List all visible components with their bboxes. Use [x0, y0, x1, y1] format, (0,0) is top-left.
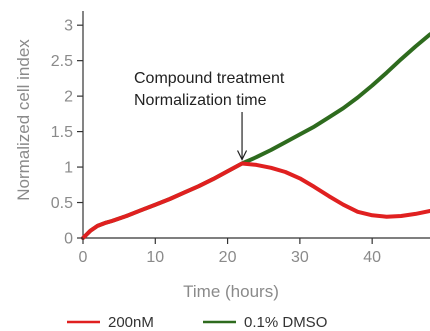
x-tick-label: 0: [79, 249, 88, 266]
y-axis-title: Normalized cell index: [14, 39, 33, 201]
series-line-0-1-dmso: [81, 32, 430, 240]
y-tick-label: 1.5: [51, 124, 73, 141]
x-axis-title: Time (hours): [183, 282, 279, 301]
y-tick-label: 3: [64, 18, 73, 35]
annotation-line-2: Normalization time: [134, 92, 267, 109]
series-layer: [81, 32, 430, 240]
legend: 200nM 0.1% DMSO: [67, 314, 327, 331]
axes: [82, 11, 430, 239]
annotation-arrow-head: [237, 150, 248, 161]
y-tick-label: 2: [64, 89, 73, 106]
x-tick-label: 40: [363, 249, 381, 266]
ticks: 00.511.522.530 10 20 30 40: [51, 18, 381, 266]
series-line-200nm: [81, 161, 430, 240]
x-tick-label: 20: [219, 249, 237, 266]
legend-label-200nm: 200nM: [108, 314, 154, 331]
y-tick-label: 0: [64, 231, 73, 248]
legend-label-dmso: 0.1% DMSO: [244, 314, 327, 331]
x-tick-label: 30: [291, 249, 309, 266]
annotation-arrow: [237, 112, 248, 161]
annotation-line-1: Compound treatment: [134, 70, 285, 87]
x-tick-label: 10: [146, 249, 164, 266]
y-tick-label: 2.5: [51, 53, 73, 70]
y-tick-label: 0.5: [51, 195, 73, 212]
y-tick-label: 1: [64, 160, 73, 177]
